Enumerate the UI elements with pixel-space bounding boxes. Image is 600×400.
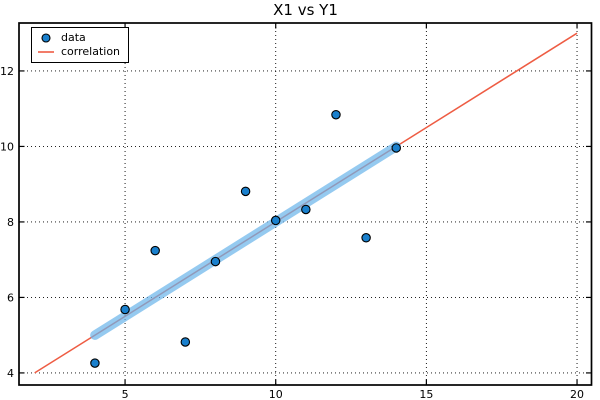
data-point (361, 233, 371, 243)
data-point (150, 245, 160, 256)
data-point (270, 215, 281, 226)
y-tick-label: 8 (7, 216, 14, 229)
legend-box: data correlation (31, 27, 130, 63)
legend-item-correlation: correlation (37, 45, 120, 59)
y-tick-label: 6 (7, 291, 14, 304)
data-point (391, 143, 401, 153)
legend-label-correlation: correlation (61, 45, 121, 58)
x-tick-label: 20 (570, 388, 584, 400)
data-point (210, 256, 221, 267)
legend-label-data: data (61, 31, 86, 44)
fit-highlight-band (90, 141, 401, 340)
legend-line-sample-icon (38, 51, 54, 53)
data-point (120, 304, 130, 315)
legend-marker-sample-icon (41, 33, 51, 43)
data-point (90, 358, 100, 368)
axes-spines (18, 22, 593, 386)
y-tick-label: 12 (0, 65, 14, 78)
x-tick-label: 15 (419, 388, 433, 400)
y-tick-label: 10 (0, 140, 14, 153)
data-point (240, 186, 251, 197)
data-point (331, 109, 341, 120)
legend-item-data: data (37, 31, 120, 45)
y-tick-label: 4 (7, 367, 14, 380)
chart-title: X1 vs Y1 (273, 1, 338, 19)
x-tick-label: 10 (269, 388, 283, 400)
data-point (301, 204, 311, 215)
data-point (180, 337, 191, 347)
x-tick-label: 5 (122, 388, 129, 400)
